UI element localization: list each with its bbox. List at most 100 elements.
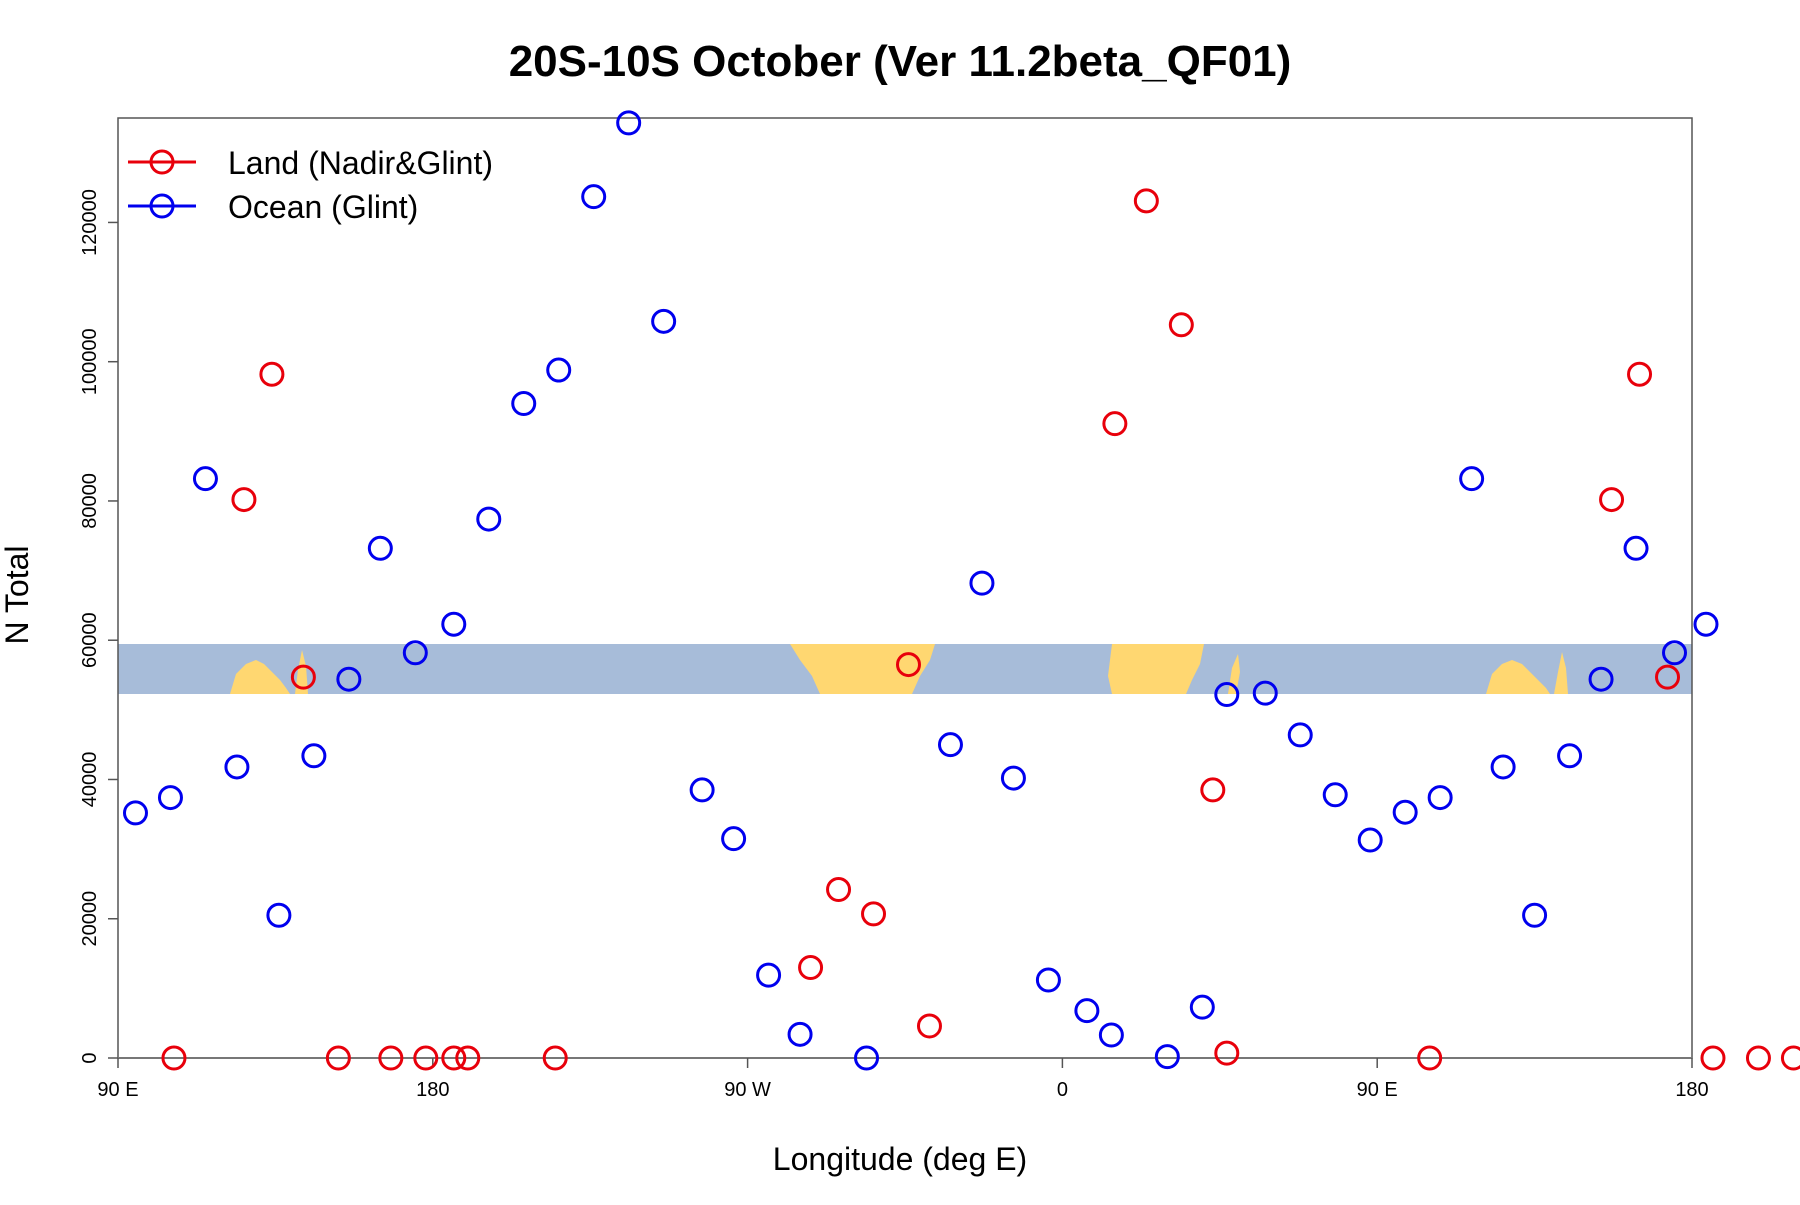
data-point <box>455 1045 481 1071</box>
data-point <box>1522 902 1548 928</box>
y-tick-label: 100000 <box>79 328 101 395</box>
series-0 <box>161 188 1800 1071</box>
data-point <box>1074 998 1100 1024</box>
data-point <box>1000 765 1026 791</box>
data-point <box>1700 1045 1726 1071</box>
data-point <box>651 308 677 334</box>
legend-marker-ocean <box>149 193 175 219</box>
map-strip <box>118 644 1692 694</box>
data-point <box>378 1045 404 1071</box>
data-point <box>476 506 502 532</box>
data-point <box>122 800 148 826</box>
data-point <box>413 1045 439 1071</box>
data-point <box>581 184 607 210</box>
data-point <box>1252 680 1278 706</box>
data-point <box>1417 1045 1443 1071</box>
y-tick-label: 20000 <box>79 891 101 947</box>
data-point <box>1035 967 1061 993</box>
y-tick-label: 120000 <box>79 189 101 256</box>
data-point <box>542 1045 568 1071</box>
data-point <box>1490 754 1516 780</box>
y-tick-label: 80000 <box>79 473 101 529</box>
data-point <box>895 652 921 678</box>
data-point <box>1627 361 1653 387</box>
data-point <box>1588 666 1614 692</box>
data-point <box>756 962 782 988</box>
legend-item-land: Land (Nadir&Glint) <box>128 145 493 181</box>
data-point <box>259 361 285 387</box>
x-tick-label: 180 <box>1675 1079 1708 1101</box>
data-point <box>689 777 715 803</box>
data-point <box>1557 743 1583 769</box>
x-axis: 90 E 180 90 W 0 90 E 180 <box>97 1058 1709 1101</box>
data-point <box>1098 1022 1124 1048</box>
x-tick-label: 0 <box>1057 1079 1068 1101</box>
data-point <box>787 1021 813 1047</box>
data-point <box>1287 722 1313 748</box>
data-point <box>441 1045 467 1071</box>
x-axis-label: Longitude (deg E) <box>773 1141 1027 1177</box>
x-tick-label: 180 <box>416 1079 449 1101</box>
legend-marker-land <box>149 149 175 175</box>
series-1 <box>122 110 1719 1071</box>
data-point <box>1427 785 1453 811</box>
data-point <box>969 570 995 596</box>
data-point <box>224 754 250 780</box>
data-point <box>336 666 362 692</box>
data-point <box>1655 664 1681 690</box>
data-point <box>1599 487 1625 513</box>
data-point <box>1214 682 1240 708</box>
data-point <box>231 487 257 513</box>
map-land-shape <box>790 644 935 694</box>
data-point <box>616 110 642 136</box>
data-point <box>826 876 852 902</box>
data-point <box>1214 1040 1240 1066</box>
data-point <box>157 785 183 811</box>
x-tick-label: 90 E <box>97 1079 138 1101</box>
data-point <box>511 390 537 416</box>
data-point <box>937 732 963 758</box>
legend-label-ocean: Ocean (Glint) <box>228 189 418 225</box>
y-axis: 0 20000 40000 60000 80000 100000 120000 <box>79 189 118 1064</box>
y-tick-label: 0 <box>79 1052 101 1063</box>
data-point <box>290 664 316 690</box>
data-point <box>1200 777 1226 803</box>
data-point <box>1623 535 1649 561</box>
data-point <box>301 743 327 769</box>
data-point <box>1745 1045 1771 1071</box>
data-point <box>721 826 747 852</box>
data-point <box>1459 466 1485 492</box>
data-point <box>1357 827 1383 853</box>
data-point <box>854 1045 880 1071</box>
map-land-shape <box>1554 652 1568 694</box>
map-land-shape <box>1486 660 1550 694</box>
y-tick-label: 60000 <box>79 612 101 668</box>
data-point <box>1154 1044 1180 1070</box>
data-point <box>325 1045 351 1071</box>
y-tick-label: 40000 <box>79 752 101 808</box>
data-points <box>122 110 1800 1071</box>
chart-title: 20S-10S October (Ver 11.2beta_QF01) <box>509 37 1292 86</box>
data-point <box>1189 994 1215 1020</box>
data-point <box>192 466 218 492</box>
data-point <box>402 640 428 666</box>
data-point <box>1392 799 1418 825</box>
data-point <box>441 611 467 637</box>
x-tick-label: 90 W <box>724 1079 771 1101</box>
data-point <box>161 1045 187 1071</box>
data-point <box>798 954 824 980</box>
x-tick-label: 90 E <box>1357 1079 1398 1101</box>
map-land-shape <box>295 650 308 694</box>
data-point <box>1662 640 1688 666</box>
map-land-shape <box>230 660 290 694</box>
legend-label-land: Land (Nadir&Glint) <box>228 145 493 181</box>
data-point <box>546 357 572 383</box>
legend: Land (Nadir&Glint) Ocean (Glint) <box>128 145 493 225</box>
y-axis-label: N Total <box>0 545 35 644</box>
data-point <box>1780 1045 1800 1071</box>
legend-item-ocean: Ocean (Glint) <box>128 189 418 225</box>
data-point <box>1168 312 1194 338</box>
data-point <box>1693 611 1719 637</box>
